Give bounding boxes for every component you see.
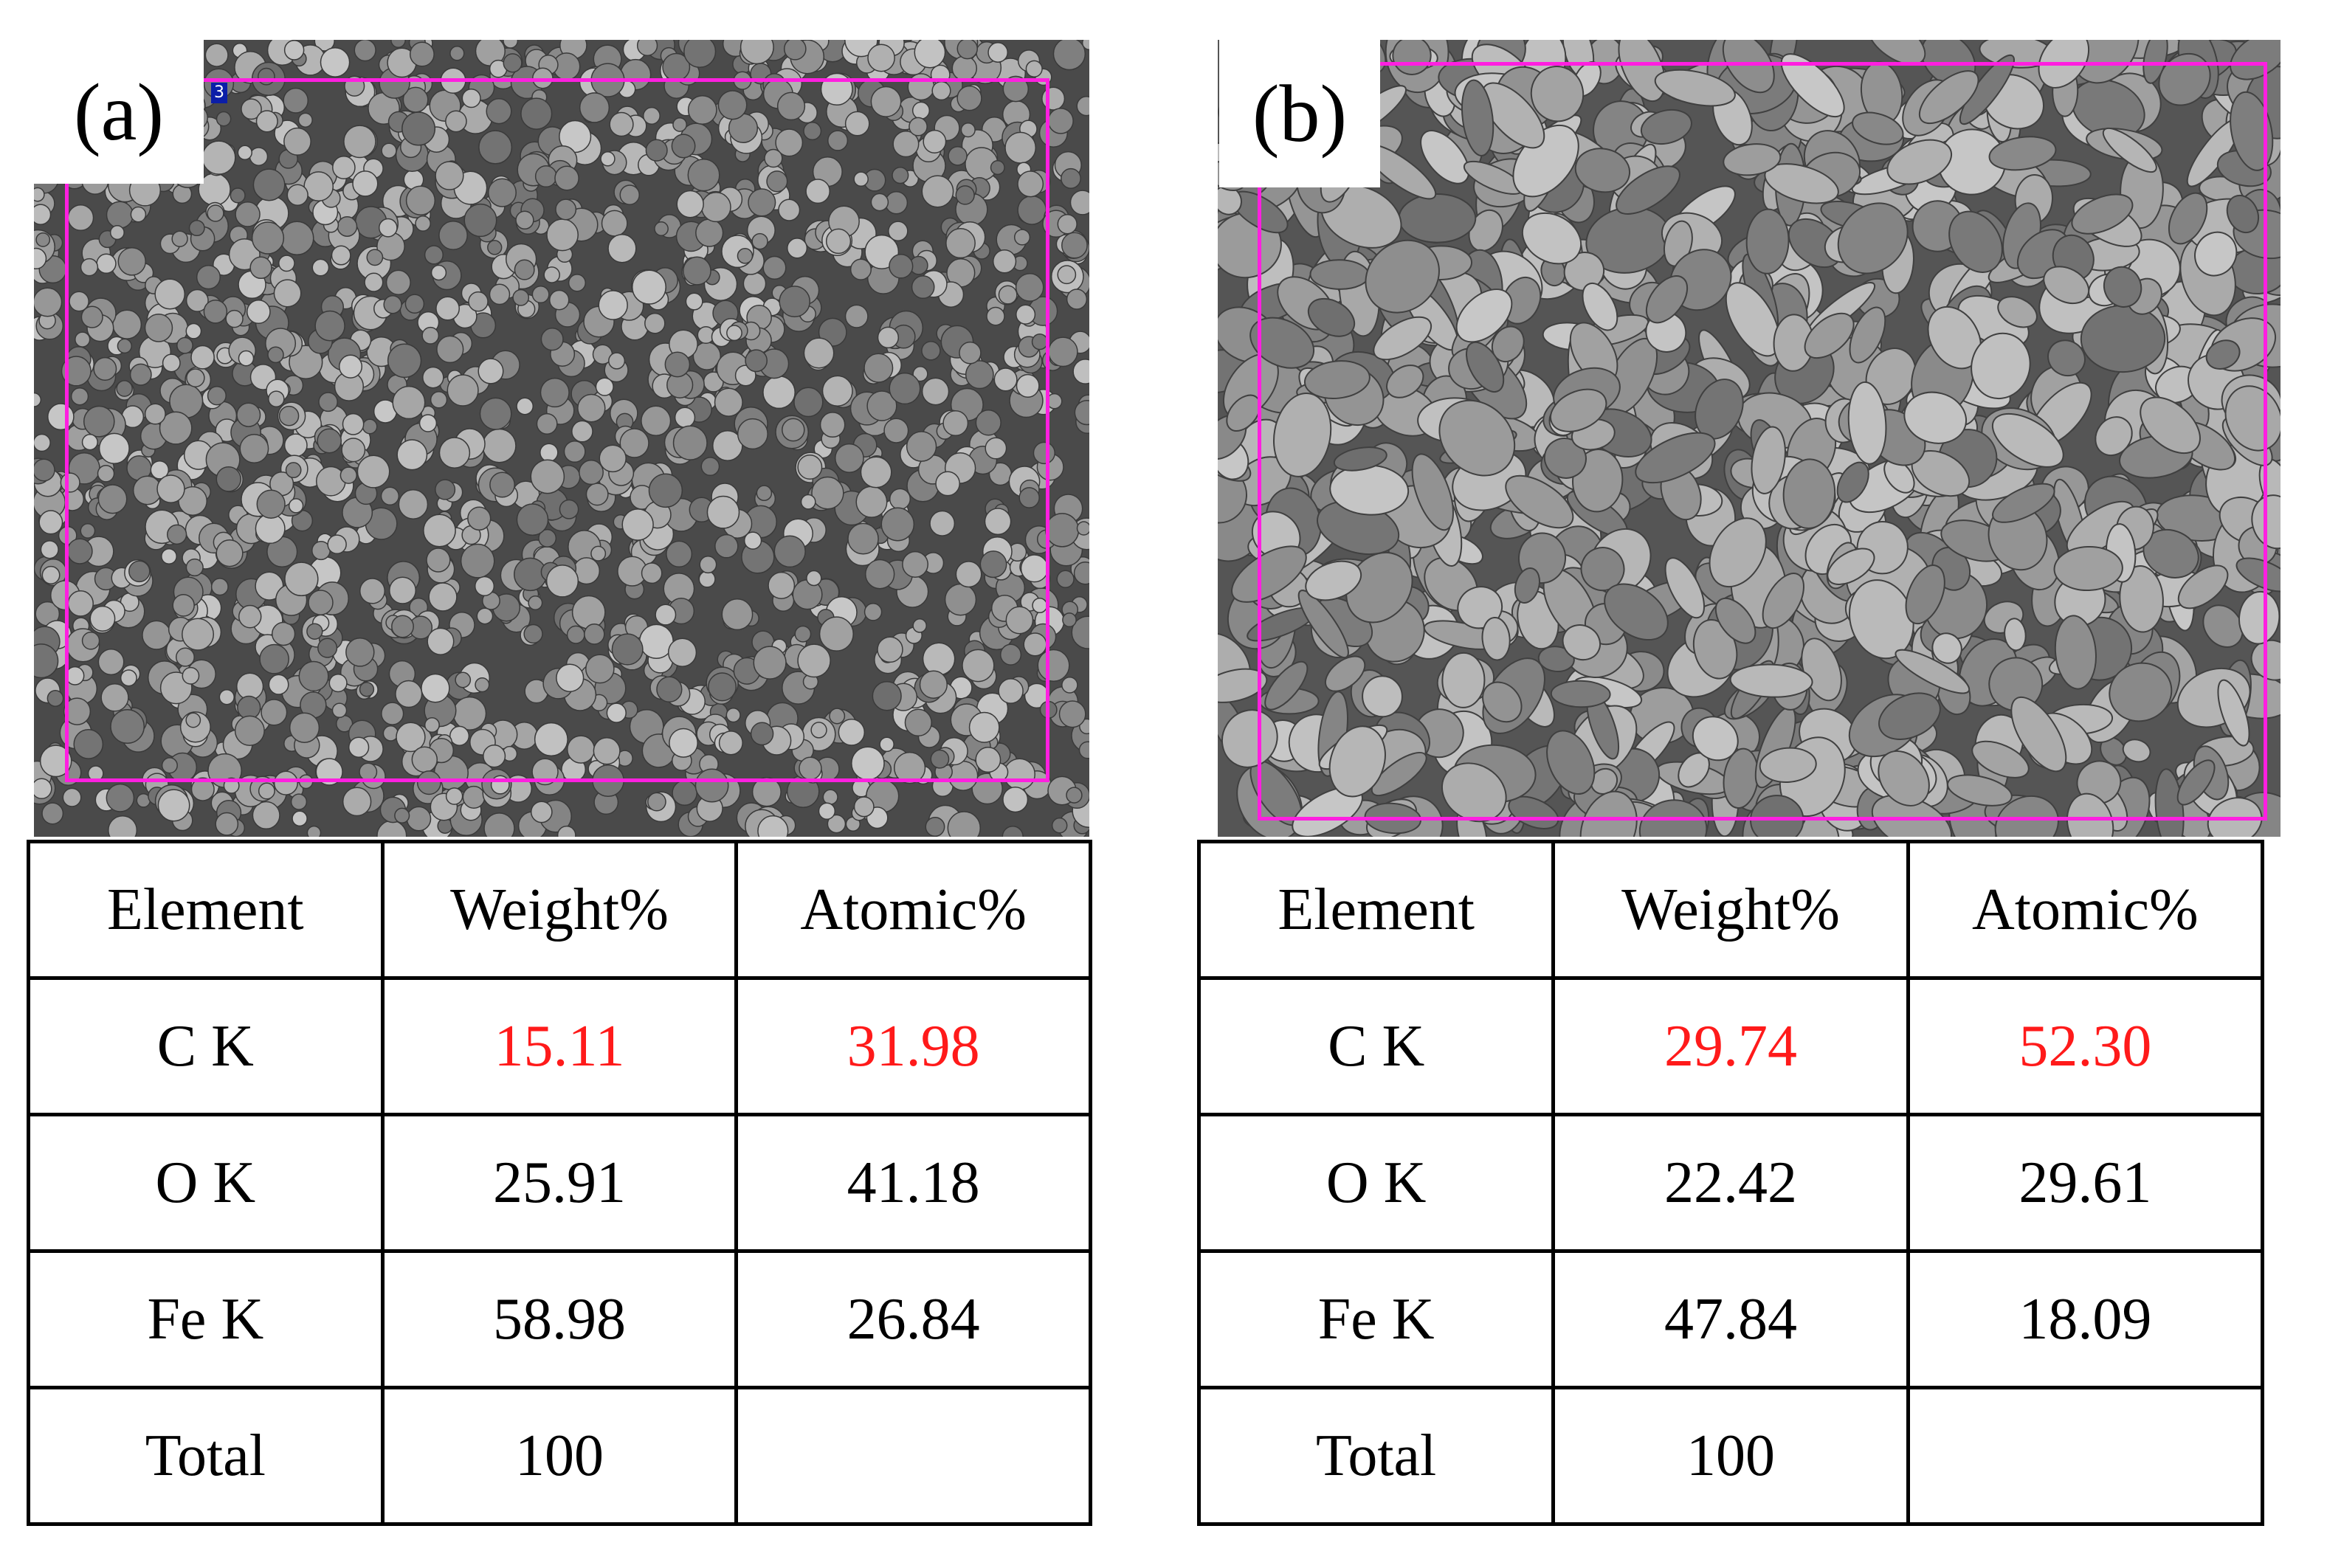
cell-atomic: 26.84	[734, 1249, 1092, 1389]
cell-atomic	[734, 1386, 1092, 1526]
cell-weight: 100	[380, 1386, 739, 1526]
eds-table-a: Element Weight% Atomic% C K 15.11 31.98 …	[27, 840, 1092, 1526]
table-row: Fe K 47.84 18.09	[1196, 1249, 2265, 1389]
cell-weight: 22.42	[1551, 1113, 1910, 1253]
cell-element: C K	[1196, 976, 1556, 1116]
table-header-row: Element Weight% Atomic%	[27, 840, 1092, 980]
panel-a: 3 (a) Element Weight% Atomic% C K 15.11 …	[0, 0, 1107, 1568]
panel-b: n 1 (b) Element Weight% Atomic% C K 29.7…	[1181, 0, 2327, 1568]
header-element: Element	[27, 840, 385, 980]
cell-element: Total	[27, 1386, 385, 1526]
cell-atomic: 31.98	[734, 976, 1092, 1116]
cell-element: O K	[1196, 1113, 1556, 1253]
cell-atomic: 18.09	[1906, 1249, 2265, 1389]
eds-analysis-region-a	[65, 78, 1049, 782]
table-row: C K 29.74 52.30	[1196, 976, 2265, 1116]
panel-label-a: (a)	[34, 40, 204, 184]
table-header-row: Element Weight% Atomic%	[1196, 840, 2265, 980]
spectrum-tag-a: 3	[211, 83, 227, 103]
sem-image-a: 3	[34, 40, 1089, 837]
cell-weight: 100	[1551, 1386, 1910, 1526]
cell-weight: 29.74	[1551, 976, 1910, 1116]
cell-weight: 58.98	[380, 1249, 739, 1389]
table-row: Total 100	[27, 1386, 1092, 1526]
cell-weight: 25.91	[380, 1113, 739, 1253]
table-row: Total 100	[1196, 1386, 2265, 1526]
table-row: O K 22.42 29.61	[1196, 1113, 2265, 1253]
table-row: Fe K 58.98 26.84	[27, 1249, 1092, 1389]
header-atomic: Atomic%	[1906, 840, 2265, 980]
cell-element: O K	[27, 1113, 385, 1253]
cell-atomic: 29.61	[1906, 1113, 2265, 1253]
eds-analysis-region-b	[1258, 62, 2267, 821]
cell-atomic	[1906, 1386, 2265, 1526]
panel-label-b: (b)	[1219, 40, 1380, 187]
eds-table-b: Element Weight% Atomic% C K 29.74 52.30 …	[1196, 840, 2265, 1526]
cell-atomic: 52.30	[1906, 976, 2265, 1116]
cell-weight: 15.11	[380, 976, 739, 1116]
sem-micrograph-spherical-particles	[34, 40, 1089, 837]
header-weight: Weight%	[380, 840, 739, 980]
header-weight: Weight%	[1551, 840, 1910, 980]
table-row: C K 15.11 31.98	[27, 976, 1092, 1116]
cell-element: Fe K	[1196, 1249, 1556, 1389]
sem-micrograph-agglomerated-particles	[1218, 40, 2281, 837]
cell-element: Total	[1196, 1386, 1556, 1526]
cell-element: C K	[27, 976, 385, 1116]
header-atomic: Atomic%	[734, 840, 1092, 980]
cell-element: Fe K	[27, 1249, 385, 1389]
cell-atomic: 41.18	[734, 1113, 1092, 1253]
sem-image-b: n 1	[1218, 40, 2281, 837]
table-row: O K 25.91 41.18	[27, 1113, 1092, 1253]
header-element: Element	[1196, 840, 1556, 980]
cell-weight: 47.84	[1551, 1249, 1910, 1389]
